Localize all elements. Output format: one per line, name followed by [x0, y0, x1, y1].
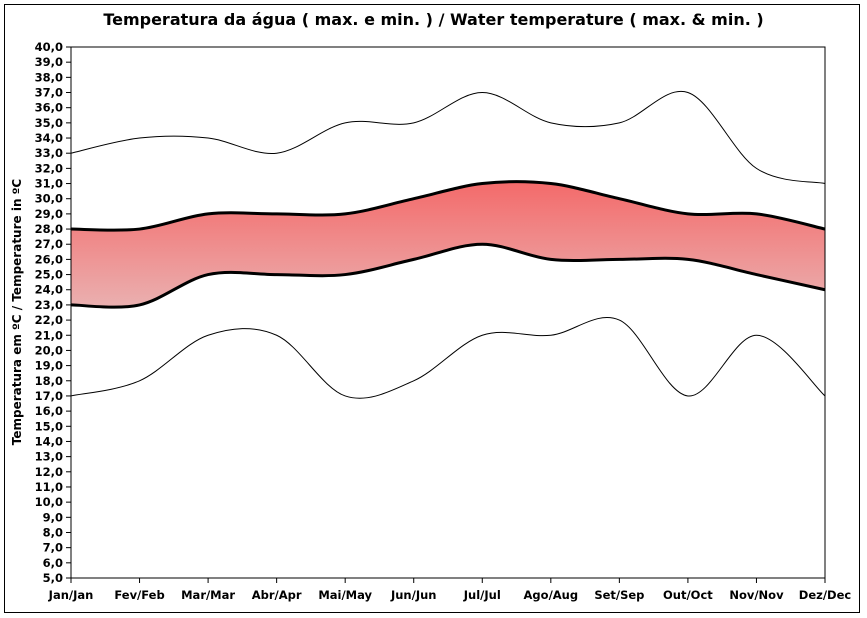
y-tick-label: 28,0 [35, 222, 63, 236]
x-tick-label: Mai/May [318, 588, 372, 602]
y-tick-label: 39,0 [35, 55, 63, 69]
x-tick-label: Jan/Jan [48, 588, 94, 602]
series-line-3 [70, 242, 826, 309]
y-tick-label: 27,0 [35, 237, 63, 251]
y-tick-label: 26,0 [35, 252, 63, 266]
x-tick-label: Jun/Jun [390, 588, 437, 602]
y-tick-label: 9,0 [43, 510, 63, 524]
x-tick-label: Fev/Feb [114, 588, 164, 602]
y-tick-label: 13,0 [35, 450, 63, 464]
y-tick-label: 30,0 [35, 192, 63, 206]
x-tick-label: Jul/Jul [463, 588, 501, 602]
x-tick-label: Ago/Aug [524, 588, 579, 602]
y-tick-label: 36,0 [35, 101, 63, 115]
y-tick-label: 14,0 [35, 434, 63, 448]
chart-frame [4, 4, 860, 613]
series-line-2 [70, 180, 826, 232]
y-tick-label: 11,0 [35, 480, 63, 494]
y-tick-label: 34,0 [35, 131, 63, 145]
y-tick-label: 6,0 [43, 556, 63, 570]
y-tick-label: 7,0 [43, 541, 63, 555]
y-tick-label: 5,0 [43, 571, 63, 585]
series-line-4 [70, 317, 826, 399]
y-tick-label: 20,0 [35, 343, 63, 357]
series-line-1 [70, 90, 826, 185]
y-tick-label: 37,0 [35, 86, 63, 100]
plot-area-border [70, 46, 826, 579]
y-tick-label: 16,0 [35, 404, 63, 418]
y-tick-label: 33,0 [35, 146, 63, 160]
x-tick-label: Nov/Nov [729, 588, 784, 602]
y-tick-label: 31,0 [35, 177, 63, 191]
y-tick-label: 38,0 [35, 70, 63, 84]
band-area [71, 181, 825, 308]
y-tick-label: 12,0 [35, 465, 63, 479]
y-tick-label: 35,0 [35, 116, 63, 130]
y-tick-label: 32,0 [35, 161, 63, 175]
y-tick-label: 19,0 [35, 359, 63, 373]
y-tick-label: 8,0 [43, 525, 63, 539]
x-tick-label: Set/Sep [594, 588, 644, 602]
y-tick-label: 23,0 [35, 298, 63, 312]
y-tick-label: 17,0 [35, 389, 63, 403]
y-tick-label: 18,0 [35, 374, 63, 388]
y-tick-label: 29,0 [35, 207, 63, 221]
y-tick-label: 24,0 [35, 283, 63, 297]
x-tick-label: Mar/Mar [181, 588, 235, 602]
chart-title: Temperatura da água ( max. e min. ) / Wa… [103, 10, 764, 29]
x-tick-label: Abr/Apr [252, 588, 302, 602]
y-tick-label: 15,0 [35, 419, 63, 433]
y-tick-label: 21,0 [35, 328, 63, 342]
y-tick-label: 25,0 [35, 268, 63, 282]
y-tick-label: 10,0 [35, 495, 63, 509]
y-tick-label: 40,0 [35, 40, 63, 54]
y-tick-label: 22,0 [35, 313, 63, 327]
x-tick-label: Out/Oct [663, 588, 713, 602]
x-tick-label: Dez/Dec [799, 588, 852, 602]
